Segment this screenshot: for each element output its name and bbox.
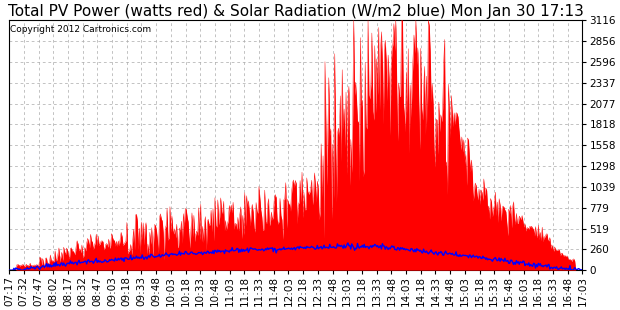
Text: Copyright 2012 Cartronics.com: Copyright 2012 Cartronics.com (11, 25, 151, 34)
Title: Total PV Power (watts red) & Solar Radiation (W/m2 blue) Mon Jan 30 17:13: Total PV Power (watts red) & Solar Radia… (8, 4, 583, 19)
